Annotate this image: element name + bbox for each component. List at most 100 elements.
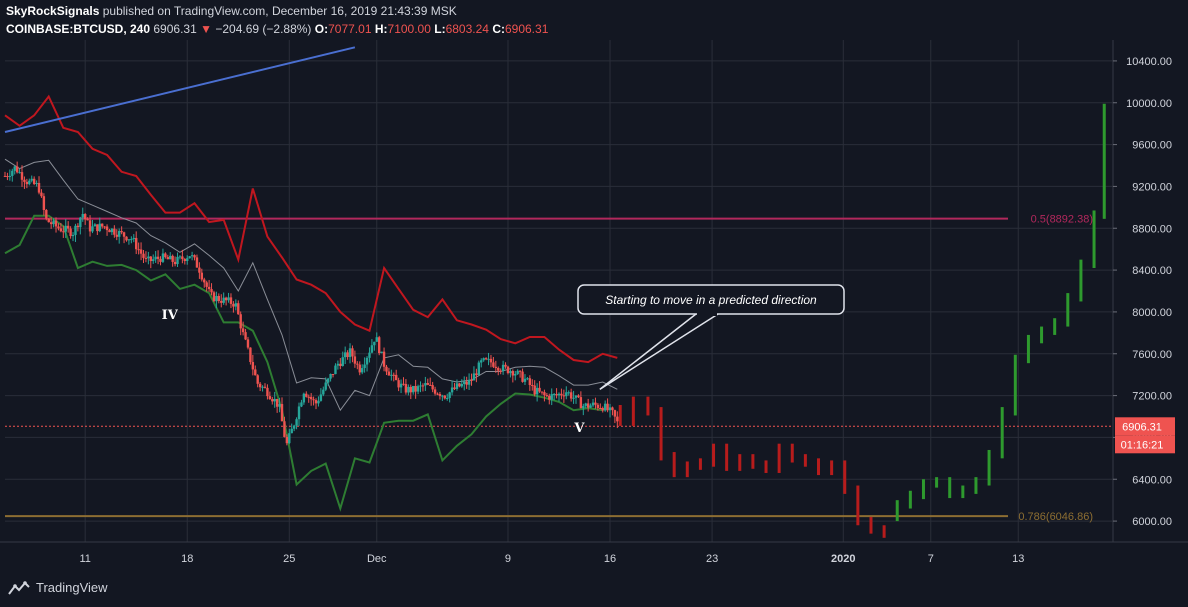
candle [302,393,306,403]
candle [548,395,551,400]
candle [450,387,454,393]
candle [509,371,512,374]
candle [227,297,230,301]
candle [86,219,89,221]
candle [395,374,398,381]
candle [599,407,602,409]
candle [297,406,301,420]
price-axis[interactable]: 10400.00 10000.00 9600.00 9200.00 8800.00 840… [1112,40,1175,542]
candle [409,386,412,393]
candle [217,295,221,301]
candle [49,222,53,225]
price-tick-label: 7600.00 [1132,349,1172,361]
candle [263,386,267,388]
candle [414,385,417,392]
candle [161,253,165,262]
candle [66,225,70,229]
forecast-bar-down [698,458,702,470]
candle [222,297,225,303]
callout-pointer [599,313,719,390]
open-label: O: [314,22,329,36]
candle [144,257,148,259]
candle [545,395,549,397]
candle [431,385,434,390]
trend-line [4,46,356,134]
candle [514,373,517,376]
forecast-bar-up [1092,210,1096,268]
candle [37,182,41,193]
candle [96,224,99,232]
forecast-bar-down [659,407,663,461]
candle [237,303,240,315]
symbol-label[interactable]: COINBASE:BTCUSD, 240 [6,22,151,36]
forecast-bar-down [712,443,716,467]
time-tick-label: 13 [1012,553,1024,565]
candle [200,272,204,280]
candle [139,249,143,254]
candle [341,357,344,366]
candle [463,381,466,384]
time-axis[interactable]: 11 18 25 Dec 9 16 23 2020 7 13 [0,541,1188,565]
candle [176,256,179,265]
candle [183,259,187,261]
candle [555,393,558,396]
candle [266,387,269,397]
price-tick-label: 10400.00 [1126,56,1172,68]
candle [480,360,483,363]
candle [343,352,347,358]
candle [526,378,529,380]
candle [314,400,318,404]
time-tick-label: 7 [928,553,934,565]
candle [171,255,174,262]
candle [511,371,515,376]
candle [186,258,189,261]
candle [71,234,75,237]
candle [305,393,308,397]
callout-text: Starting to move in a predicted directio… [605,293,817,307]
candle [11,170,14,176]
candle [164,253,167,258]
candle [492,362,495,367]
forecast-bar-up [1102,103,1106,219]
candle [232,303,235,307]
candle [193,255,196,258]
candle [64,225,67,232]
candle [611,407,614,411]
candle [353,356,357,364]
price-tick-label: 9200.00 [1132,181,1172,193]
forecast-bar-down [882,525,886,538]
candle [229,297,233,304]
middle-line [4,158,618,412]
candle [433,389,437,394]
price-tick-label: 8800.00 [1132,223,1172,235]
close-value: 6906.31 [504,22,549,36]
candle [215,295,218,302]
candle [135,237,138,250]
tradingview-logo[interactable]: TradingView [8,580,108,595]
candle [256,375,259,384]
candle [402,383,405,385]
candle [377,337,381,354]
time-tick-label: 9 [505,553,511,565]
price-tick-label: 7200.00 [1132,391,1172,403]
author-name[interactable]: SkyRockSignals [6,4,100,18]
candle [261,386,264,388]
price-tick-label: 8000.00 [1132,307,1172,319]
candle [336,363,340,366]
lower-band-line [4,214,603,512]
candle [212,292,216,302]
high-value: 7100.00 [387,22,431,36]
candle [552,393,556,395]
price-tick-label: 6400.00 [1132,474,1172,486]
candle [81,214,84,218]
price-chart[interactable]: 0.5(8892.38) 0.786(6046.86) IV V Starting t… [0,40,1188,572]
candle [173,261,177,265]
candle [142,253,145,258]
candle [382,351,386,367]
candle [616,416,619,422]
candle [239,314,242,329]
candle [370,345,374,353]
candle [348,348,352,357]
price-tick-label: 6000.00 [1132,516,1172,528]
candle [448,392,451,399]
